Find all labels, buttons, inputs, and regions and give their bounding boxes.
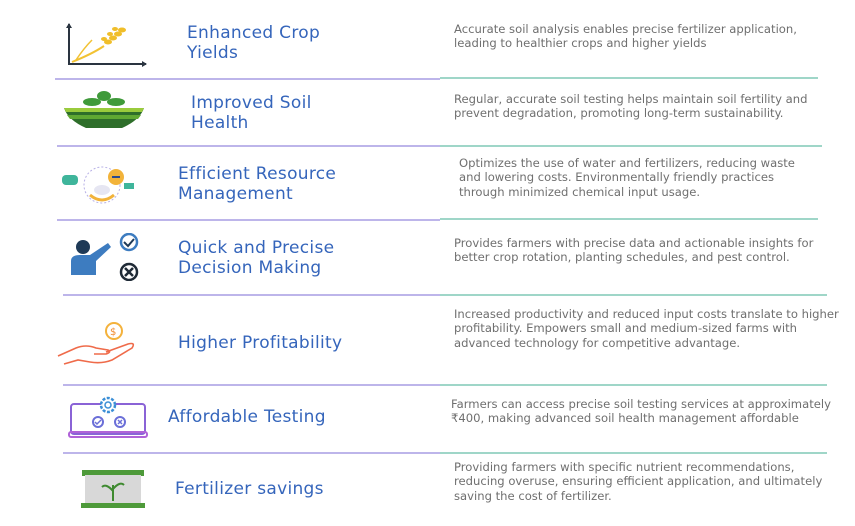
divider [63,384,440,386]
svg-text:$: $ [110,327,116,338]
benefit-title: Higher Profitability [178,333,342,353]
divider [57,145,440,147]
benefit-title: Enhanced Crop Yields [187,23,320,63]
divider [57,219,440,221]
title-line: Fertilizer savings [175,479,324,499]
benefit-title: Efficient Resource Management [178,164,336,204]
title-line: Decision Making [178,258,322,278]
benefit-description: Increased productivity and reduced input… [454,307,839,350]
divider [440,145,822,147]
benefit-description: Optimizes the use of water and fertilize… [459,156,795,199]
wheat-growth-chart-icon [66,23,147,67]
title-line: Yields [187,43,239,63]
benefit-description: Farmers can access precise soil testing … [451,397,831,426]
title-line: Enhanced Crop [187,23,321,43]
title-line: Quick and Precise [178,238,335,258]
benefit-title: Fertilizer savings [175,479,324,499]
title-line: Affordable Testing [168,407,326,427]
divider [55,78,440,80]
benefit-title: Improved Soil Health [191,93,312,133]
title-line: Health [191,113,249,133]
benefit-description: Providing farmers with specific nutrient… [454,460,823,503]
soil-sprout-icon [64,91,144,128]
benefit-description: Accurate soil analysis enables precise f… [454,22,797,51]
title-line: Efficient Resource [178,164,337,184]
divider [440,452,827,454]
divider [63,294,440,296]
title-line: Improved Soil [191,93,312,113]
divider [440,294,827,296]
benefit-title: Quick and Precise Decision Making [178,238,334,278]
fertilizer-bag-icon [81,470,145,508]
title-line: Management [178,184,293,204]
laptop-gear-icon [68,396,148,438]
resource-management-icon [62,166,134,204]
benefit-description: Provides farmers with precise data and a… [454,236,814,265]
title-line: Higher Profitability [178,333,343,353]
divider [440,77,818,79]
divider [63,452,440,454]
divider [440,218,818,220]
decision-check-cross-icon [71,233,139,281]
hand-coin-icon: $ [57,322,135,365]
divider [440,384,827,386]
benefit-description: Regular, accurate soil testing helps mai… [454,92,808,121]
benefit-title: Affordable Testing [168,407,326,427]
